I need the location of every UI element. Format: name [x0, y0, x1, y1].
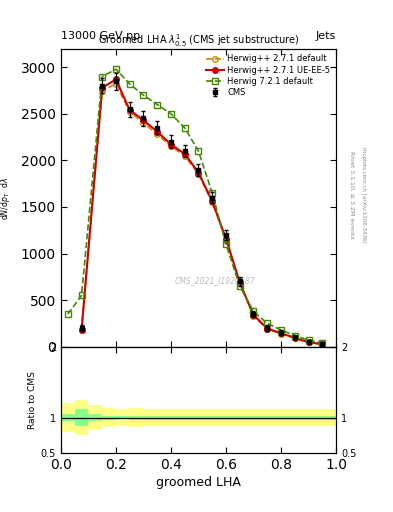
Text: mcplots.cern.ch [arXiv:1306.3436]: mcplots.cern.ch [arXiv:1306.3436]: [361, 147, 366, 242]
X-axis label: groomed LHA: groomed LHA: [156, 476, 241, 489]
Herwig++ 2.7.1 default: [155, 131, 160, 137]
Text: 13000 GeV pp: 13000 GeV pp: [61, 31, 140, 41]
Herwig 7.2.1 default: [155, 101, 160, 108]
Herwig++ 2.7.1 UE-EE-5: [306, 339, 311, 345]
Herwig++ 2.7.1 default: [292, 335, 297, 342]
Herwig++ 2.7.1 default: [237, 280, 242, 286]
Line: Herwig++ 2.7.1 UE-EE-5: Herwig++ 2.7.1 UE-EE-5: [79, 77, 325, 347]
Text: CMS_2021_I1920187: CMS_2021_I1920187: [175, 276, 255, 286]
Herwig++ 2.7.1 default: [127, 109, 132, 115]
Herwig++ 2.7.1 default: [169, 143, 173, 150]
Herwig++ 2.7.1 default: [265, 326, 270, 332]
Herwig++ 2.7.1 default: [224, 237, 228, 243]
Herwig++ 2.7.1 default: [196, 172, 201, 178]
Herwig++ 2.7.1 default: [79, 327, 84, 333]
Herwig 7.2.1 default: [292, 332, 297, 338]
Legend: Herwig++ 2.7.1 default, Herwig++ 2.7.1 UE-EE-5, Herwig 7.2.1 default, CMS: Herwig++ 2.7.1 default, Herwig++ 2.7.1 U…: [204, 53, 332, 98]
Herwig 7.2.1 default: [306, 337, 311, 343]
Herwig++ 2.7.1 default: [279, 331, 283, 337]
Herwig++ 2.7.1 UE-EE-5: [320, 341, 325, 347]
Herwig++ 2.7.1 UE-EE-5: [279, 330, 283, 336]
Herwig++ 2.7.1 UE-EE-5: [265, 326, 270, 332]
Herwig++ 2.7.1 UE-EE-5: [155, 129, 160, 135]
Herwig++ 2.7.1 default: [306, 339, 311, 346]
Line: Herwig++ 2.7.1 default: Herwig++ 2.7.1 default: [79, 81, 325, 347]
Herwig 7.2.1 default: [100, 74, 105, 80]
Herwig++ 2.7.1 default: [114, 81, 118, 87]
Herwig++ 2.7.1 default: [100, 88, 105, 94]
Y-axis label: $\frac{1}{\mathrm{d}N/\mathrm{d}p_\mathrm{T}}\ \frac{\mathrm{d}N}{\mathrm{d}\lam: $\frac{1}{\mathrm{d}N/\mathrm{d}p_\mathr…: [0, 176, 15, 220]
Herwig++ 2.7.1 UE-EE-5: [224, 236, 228, 242]
Title: Groomed LHA $\lambda^{1}_{0.5}$ (CMS jet substructure): Groomed LHA $\lambda^{1}_{0.5}$ (CMS jet…: [98, 32, 299, 49]
Herwig 7.2.1 default: [65, 311, 70, 317]
Herwig 7.2.1 default: [210, 190, 215, 196]
Herwig 7.2.1 default: [237, 283, 242, 289]
Herwig++ 2.7.1 UE-EE-5: [210, 198, 215, 204]
Herwig 7.2.1 default: [251, 308, 256, 314]
Herwig++ 2.7.1 UE-EE-5: [79, 327, 84, 333]
Herwig++ 2.7.1 default: [251, 313, 256, 319]
Herwig 7.2.1 default: [141, 92, 146, 98]
Herwig 7.2.1 default: [114, 66, 118, 72]
Herwig++ 2.7.1 UE-EE-5: [100, 84, 105, 91]
Herwig++ 2.7.1 default: [210, 199, 215, 205]
Herwig++ 2.7.1 default: [320, 342, 325, 348]
Herwig++ 2.7.1 UE-EE-5: [196, 169, 201, 176]
Herwig++ 2.7.1 UE-EE-5: [169, 141, 173, 147]
Herwig++ 2.7.1 default: [182, 153, 187, 159]
Herwig 7.2.1 default: [127, 81, 132, 87]
Herwig 7.2.1 default: [196, 148, 201, 154]
Herwig 7.2.1 default: [265, 321, 270, 327]
Herwig 7.2.1 default: [224, 241, 228, 247]
Text: Jets: Jets: [316, 31, 336, 41]
Herwig++ 2.7.1 UE-EE-5: [292, 335, 297, 341]
Herwig 7.2.1 default: [169, 111, 173, 117]
Herwig++ 2.7.1 UE-EE-5: [182, 151, 187, 157]
Herwig++ 2.7.1 UE-EE-5: [114, 76, 118, 82]
Herwig++ 2.7.1 UE-EE-5: [141, 117, 146, 123]
Herwig++ 2.7.1 default: [141, 120, 146, 126]
Text: Rivet 3.1.10, ≥ 3.2M events: Rivet 3.1.10, ≥ 3.2M events: [349, 151, 354, 239]
Herwig++ 2.7.1 UE-EE-5: [127, 107, 132, 113]
Line: Herwig 7.2.1 default: Herwig 7.2.1 default: [65, 67, 325, 346]
Herwig++ 2.7.1 UE-EE-5: [251, 312, 256, 318]
Herwig 7.2.1 default: [182, 125, 187, 131]
Herwig 7.2.1 default: [79, 292, 84, 298]
Herwig 7.2.1 default: [279, 327, 283, 333]
Herwig++ 2.7.1 UE-EE-5: [237, 280, 242, 286]
Herwig 7.2.1 default: [320, 340, 325, 346]
Y-axis label: Ratio to CMS: Ratio to CMS: [28, 371, 37, 429]
